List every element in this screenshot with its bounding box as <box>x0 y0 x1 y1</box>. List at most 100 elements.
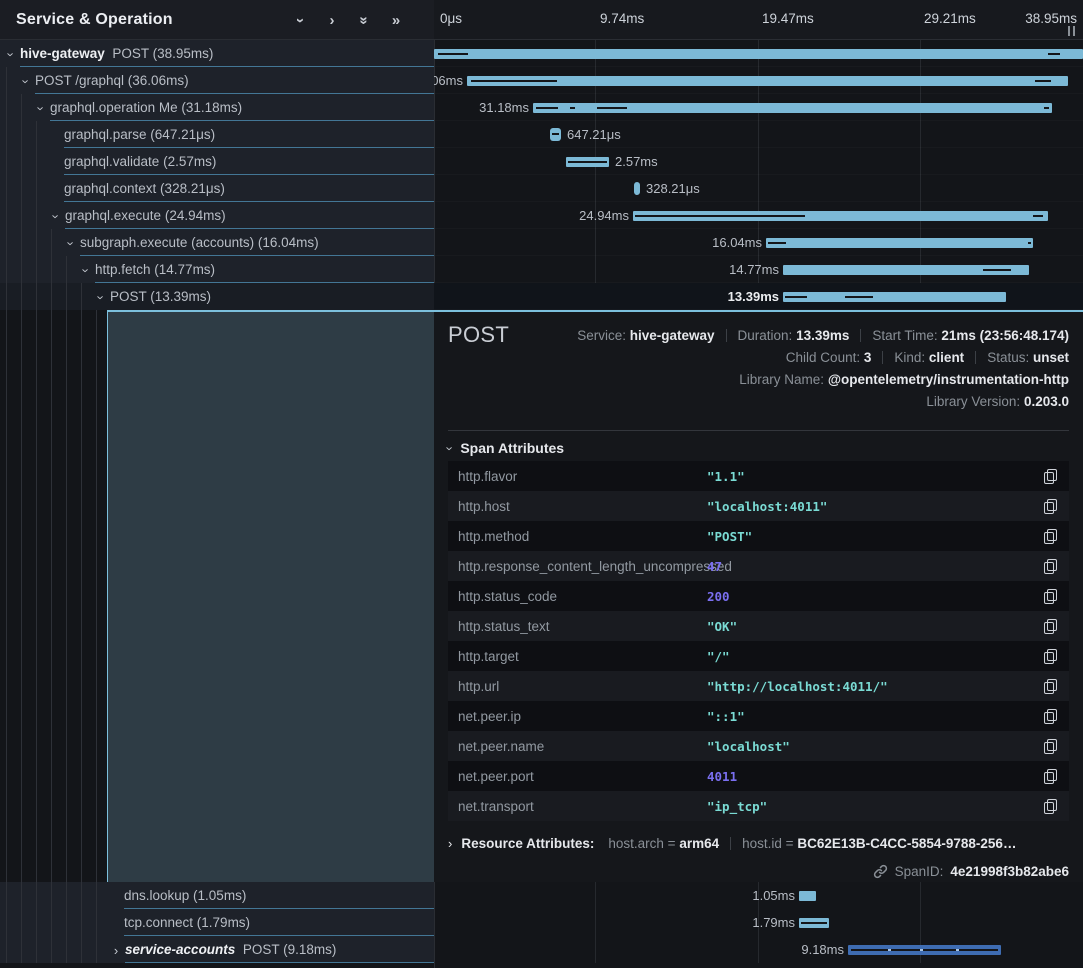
attribute-row[interactable]: net.peer.name "localhost" <box>448 731 1069 761</box>
span-bar[interactable] <box>634 182 640 195</box>
tree-row-graphql-context[interactable]: graphql.context (328.21μs) <box>0 175 434 202</box>
panel-resize-handle[interactable] <box>1068 26 1075 36</box>
attribute-row[interactable]: http.flavor "1.1" <box>448 461 1069 491</box>
collapse-one-icon[interactable]: › <box>292 12 308 28</box>
span-bar-row[interactable]: 24.94ms <box>434 202 1083 229</box>
span-bar-row[interactable]: 16.04ms <box>434 229 1083 256</box>
expand-one-icon[interactable]: › <box>324 12 340 28</box>
chevron-down-icon[interactable]: › <box>79 266 94 276</box>
copy-icon[interactable] <box>1044 799 1057 814</box>
tree-header: Service & Operation › › » » <box>0 0 434 40</box>
tree-row-subgraph-execute[interactable]: › subgraph.execute (accounts) (16.04ms) <box>0 229 434 256</box>
chevron-right-icon: › <box>448 836 452 851</box>
span-title: POST <box>448 322 509 348</box>
indent-guide <box>51 229 52 963</box>
span-bar[interactable] <box>799 891 816 901</box>
span-bar[interactable] <box>533 103 1052 113</box>
span-bar-row[interactable]: 36.06ms <box>434 67 1083 94</box>
span-attributes-header[interactable]: ›Span Attributes <box>448 440 564 456</box>
span-overview-line: Library Version: 0.203.0 <box>926 394 1069 409</box>
span-bar-row[interactable] <box>434 40 1083 67</box>
span-bar-row[interactable]: 647.21μs <box>434 121 1083 148</box>
copy-icon[interactable] <box>1044 529 1057 544</box>
span-bar[interactable] <box>783 292 1006 302</box>
chevron-down-icon[interactable]: › <box>49 212 64 222</box>
selected-span-highlight <box>107 310 434 882</box>
tree-row-graphql-parse[interactable]: graphql.parse (647.21μs) <box>0 121 434 148</box>
span-bar[interactable] <box>783 265 1029 275</box>
copy-icon[interactable] <box>1044 559 1057 574</box>
attribute-row[interactable]: http.host "localhost:4011" <box>448 491 1069 521</box>
resource-attributes-row[interactable]: ›Resource Attributes:host.arch = arm64ho… <box>448 836 1016 851</box>
tree-row-graphql-operation[interactable]: › graphql.operation Me (31.18ms) <box>0 94 434 121</box>
span-bar-row[interactable]: 2.57ms <box>434 148 1083 175</box>
ruler-tick: 38.95ms <box>1025 11 1077 26</box>
span-bar[interactable] <box>550 128 561 141</box>
tree-row-graphql-execute[interactable]: › graphql.execute (24.94ms) <box>0 202 434 229</box>
span-id-value: 4e21998f3b82abe6 <box>950 864 1069 879</box>
copy-icon[interactable] <box>1044 769 1057 784</box>
span-id-row: SpanID: 4e21998f3b82abe6 <box>873 864 1069 879</box>
attribute-row[interactable]: net.transport "ip_tcp" <box>448 791 1069 821</box>
indent-guide <box>81 283 82 963</box>
copy-icon[interactable] <box>1044 619 1057 634</box>
span-bar-row[interactable]: 9.18ms <box>434 936 1083 963</box>
attribute-row[interactable]: http.target "/" <box>448 641 1069 671</box>
span-bar-row[interactable]: 328.21μs <box>434 175 1083 202</box>
divider <box>448 430 1069 431</box>
indent-guide <box>36 121 37 963</box>
copy-icon[interactable] <box>1044 739 1057 754</box>
copy-icon[interactable] <box>1044 589 1057 604</box>
panel-title: Service & Operation <box>0 11 173 29</box>
indent-guide <box>21 94 22 963</box>
attribute-row[interactable]: net.peer.port 4011 <box>448 761 1069 791</box>
attribute-row[interactable]: http.method "POST" <box>448 521 1069 551</box>
chevron-right-icon[interactable]: › <box>111 943 121 958</box>
attribute-row[interactable]: http.status_text "OK" <box>448 611 1069 641</box>
span-bar-row[interactable]: 1.05ms <box>434 882 1083 909</box>
span-bar-row[interactable]: 1.79ms <box>434 909 1083 936</box>
link-icon[interactable] <box>873 864 888 879</box>
ruler-tick: 19.47ms <box>762 11 814 26</box>
chevron-down-icon[interactable]: › <box>19 77 34 87</box>
span-attributes-table: http.flavor "1.1" http.host "localhost:4… <box>448 461 1069 821</box>
copy-icon[interactable] <box>1044 709 1057 724</box>
attribute-row[interactable]: http.status_code 200 <box>448 581 1069 611</box>
tree-row-graphql-validate[interactable]: graphql.validate (2.57ms) <box>0 148 434 175</box>
span-bar[interactable] <box>848 945 1001 955</box>
tree-row-post-graphql[interactable]: › POST /graphql (36.06ms) <box>0 67 434 94</box>
span-bar-row[interactable]: 14.77ms <box>434 256 1083 283</box>
copy-icon[interactable] <box>1044 469 1057 484</box>
copy-icon[interactable] <box>1044 679 1057 694</box>
copy-icon[interactable] <box>1044 649 1057 664</box>
span-id-label: SpanID: <box>895 864 944 879</box>
tree-row-hive-gateway-post[interactable]: › hive-gateway POST (38.95ms) <box>0 40 434 67</box>
chevron-down-icon[interactable]: › <box>64 239 79 249</box>
trace-viewer: Service & Operation › › » » 0μs 9.74ms 1… <box>0 0 1083 968</box>
chevron-down-icon[interactable]: › <box>4 50 19 60</box>
attribute-row[interactable]: http.response_content_length_uncompresse… <box>448 551 1069 581</box>
span-bar[interactable] <box>799 918 829 928</box>
chevron-down-icon[interactable]: › <box>34 104 49 114</box>
span-overview-line: Child Count: 3Kind: clientStatus: unset <box>786 350 1069 365</box>
span-bar[interactable] <box>566 157 609 167</box>
indent-guide <box>66 256 67 963</box>
span-bar[interactable] <box>633 211 1048 221</box>
expand-all-icon[interactable]: » <box>388 12 404 28</box>
span-bar-row-selected[interactable]: 13.39ms <box>434 283 1083 310</box>
span-bar[interactable] <box>434 49 1083 59</box>
timeline-ruler: 0μs 9.74ms 19.47ms 29.21ms 38.95ms <box>434 0 1083 40</box>
span-overview-line: Library Name: @opentelemetry/instrumenta… <box>739 372 1069 387</box>
span-bar[interactable] <box>766 238 1033 248</box>
attribute-row[interactable]: net.peer.ip "::1" <box>448 701 1069 731</box>
span-overview-line: Service: hive-gatewayDuration: 13.39msSt… <box>577 328 1069 343</box>
span-bar[interactable] <box>467 76 1068 86</box>
copy-icon[interactable] <box>1044 499 1057 514</box>
ruler-tick: 29.21ms <box>924 11 976 26</box>
attribute-row[interactable]: http.url "http://localhost:4011/" <box>448 671 1069 701</box>
ruler-tick: 0μs <box>440 11 462 26</box>
span-bar-row[interactable]: 31.18ms <box>434 94 1083 121</box>
chevron-down-icon[interactable]: › <box>94 293 109 303</box>
collapse-all-icon[interactable]: » <box>356 12 372 28</box>
indent-guide <box>96 310 97 963</box>
